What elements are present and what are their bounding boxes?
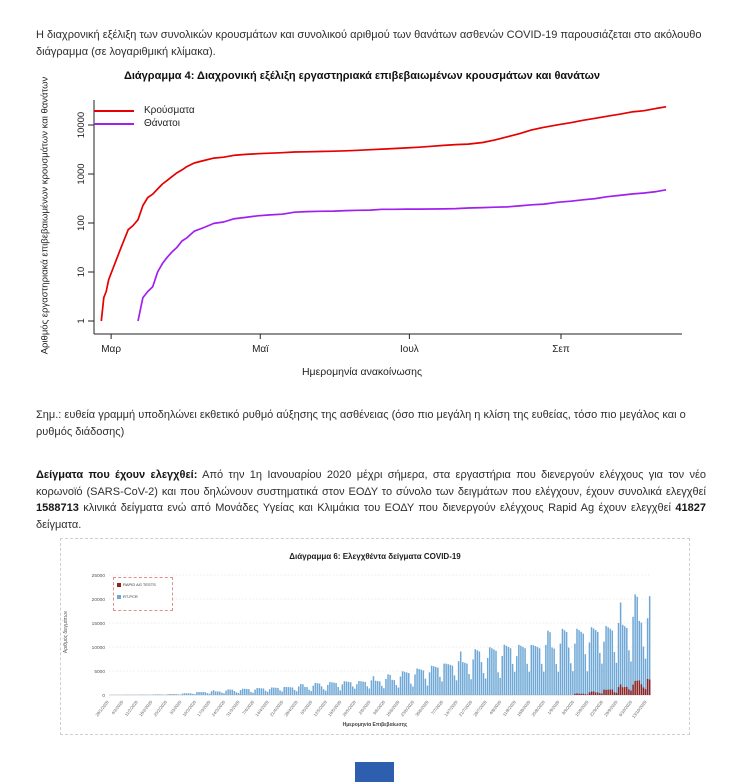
x-tick-label: 5/5/2020 [299, 699, 313, 715]
footer-logo [355, 762, 394, 782]
x-tick-label: Μαϊ [252, 344, 269, 355]
text-segment: Από την 1η Ιανουαρίου 2020 μέχρι σήμερα,… [36, 469, 706, 498]
x-tick-label: Σεπ [552, 344, 570, 355]
text-segment: 41827 [675, 502, 706, 514]
x-tick-label: Μαρ [101, 344, 121, 355]
y-tick-label: 100 [76, 215, 87, 231]
x-tick-label: 25/8/2020 [530, 699, 546, 717]
x-tick-label: 25/2/2020 [153, 699, 169, 717]
chart6-title: Διάγραμμα 6: Ελεγχθέντα δείγματα COVID-1… [289, 552, 461, 561]
legend-label: Θάνατοι [144, 118, 180, 129]
text-segment: δείγματα. [36, 518, 82, 531]
x-tick-label: 31/3/2020 [225, 699, 241, 717]
rapid-ag-swatch [117, 582, 121, 587]
x-tick-label: 1/9/2020 [546, 699, 560, 715]
x-tick-label: 4/2/2020 [110, 699, 124, 715]
chart4-legend: Κρούσματα Θάνατοι [94, 104, 195, 130]
rt-pcr-swatch [117, 594, 121, 599]
x-tick-label: 9/6/2020 [372, 699, 386, 715]
chart4-x-axis-label: Ημερομηνία ανακοίνωσης [301, 366, 423, 378]
x-tick-label: 7/7/2020 [430, 699, 444, 715]
x-tick-label: 28/4/2020 [283, 699, 299, 717]
samples-paragraph: Δείγματα που έχουν ελεγχθεί: Από την 1η … [36, 467, 706, 533]
y-tick-label: 0 [102, 693, 105, 699]
x-tick-label: 7/4/2020 [241, 699, 255, 715]
text-segment: 1588713 [36, 502, 79, 514]
chart6-legend: RAPID AG TESTS RT-PCR [113, 577, 173, 611]
legend-label: RAPID AG TESTS [123, 582, 156, 587]
x-tick-label: 4/8/2020 [488, 699, 502, 715]
chart4-plot: 1 10 100 1000 10000 Μαρ Μαϊ Ιουλ Σεπ [76, 100, 682, 355]
chart6-y-axis-label: Αριθμός δειγμάτων [63, 610, 69, 654]
x-tick-label: 13/10/2020 [631, 699, 648, 719]
chart4-note: Σημ.: ευθεία γραμμή υποδηλώνει εκθετικό … [36, 409, 686, 438]
cases-line-swatch [94, 109, 134, 112]
legend-item-rt-pcr: RT-PCR [117, 594, 169, 599]
cases-line [100, 105, 667, 322]
legend-label: Κρούσματα [144, 105, 195, 116]
x-tick-label: 28/1/2020 [94, 699, 110, 717]
y-tick-label: 10 [76, 267, 87, 278]
text-segment: Δείγματα που έχουν ελεγχθεί: [36, 469, 198, 481]
x-tick-label: 2/6/2020 [357, 699, 371, 715]
y-tick-label: 20000 [92, 597, 106, 603]
chart6-plot: 0 5000 10000 15000 20000 25000 28/1/2020 4/2/20… [92, 573, 651, 719]
legend-item-deaths: Θάνατοι [94, 117, 195, 130]
y-tick-label: 10000 [76, 112, 87, 138]
text-segment: κλινικά δείγματα ενώ από Μονάδες Υγείας … [78, 502, 676, 514]
x-tick-label: 8/9/2020 [561, 699, 575, 715]
legend-label: RT-PCR [123, 594, 138, 599]
chart4-y-axis-label: Αριθμός εργαστηριακά επιβεβαιωμένων κρου… [39, 76, 51, 355]
y-tick-label: 5000 [94, 669, 105, 675]
x-tick-label: 3/3/2020 [168, 699, 182, 715]
chart6-figure: 0 5000 10000 15000 20000 25000 28/1/2020 4/2/20… [60, 538, 690, 735]
y-tick-label: 1000 [76, 163, 87, 184]
x-tick-label: Ιουλ [400, 344, 419, 355]
deaths-line-swatch [94, 122, 134, 125]
rapid-ag-bars [574, 678, 651, 695]
y-tick-label: 10000 [92, 645, 106, 651]
chart6-x-axis-label: Ημερομηνία Επιβεβαίωσης [342, 722, 408, 728]
y-tick-label: 25000 [92, 573, 106, 579]
x-tick-label: 30/6/2020 [414, 699, 430, 717]
x-tick-label: 26/5/2020 [341, 699, 357, 717]
legend-item-rapid-ag: RAPID AG TESTS [117, 582, 169, 587]
y-tick-label: 1 [76, 318, 87, 323]
rt-pcr-bars [109, 594, 651, 695]
intro-paragraph: Η διαχρονική εξέλιξη των συνολικών κρουσ… [36, 29, 702, 58]
chart4-title: Διάγραμμα 4: Διαχρονική εξέλιξη εργαστηρ… [123, 70, 601, 82]
y-tick-label: 15000 [92, 621, 106, 627]
deaths-line [137, 188, 667, 322]
chart4-figure: Διάγραμμα 4: Διαχρονική εξέλιξη εργαστηρ… [36, 70, 688, 378]
legend-item-cases: Κρούσματα [94, 104, 195, 117]
x-tick-label: 28/7/2020 [472, 699, 488, 717]
